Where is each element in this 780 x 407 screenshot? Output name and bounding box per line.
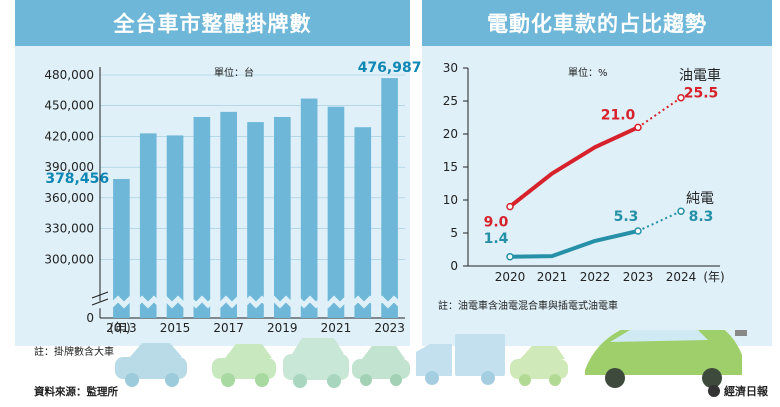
y-tick-label: 480,000 — [44, 68, 94, 82]
axis-break — [86, 295, 402, 309]
x-tick-label: (年) — [703, 270, 724, 284]
data-point — [506, 253, 514, 261]
left-chart-title: 全台車市整體掛牌數 — [15, 0, 410, 46]
bar — [220, 111, 237, 318]
data-point — [677, 93, 685, 102]
bar-value-label: 378,456 — [45, 171, 109, 187]
x-tick-label: 2020 — [495, 270, 526, 284]
data-label: 25.5 — [684, 86, 719, 102]
y-tick-label: 5 — [450, 226, 458, 240]
data-point — [634, 123, 642, 132]
data-label: 5.3 — [614, 209, 639, 225]
series-projection-line — [637, 96, 682, 129]
series-line — [508, 125, 639, 209]
data-point — [634, 227, 642, 235]
bar — [193, 116, 211, 318]
x-tick-label: 2023 — [623, 270, 654, 284]
x-tick-label: 2021 — [321, 321, 352, 335]
data-source: 資料來源：監理所 — [34, 386, 118, 398]
bar-value-label: 476,987 — [358, 60, 422, 76]
x-tick-label: (年) — [109, 321, 130, 335]
x-tick-label: 2019 — [267, 321, 298, 335]
data-label: 9.0 — [484, 215, 509, 231]
data-point — [506, 202, 514, 211]
data-label: 8.3 — [689, 209, 714, 225]
bar — [381, 78, 398, 318]
vehicles-illustration — [115, 330, 747, 388]
car-silhouette-1 — [115, 343, 187, 387]
axis-break-mark — [91, 291, 109, 299]
y-tick-label: 20 — [443, 127, 458, 141]
data-point — [677, 207, 685, 215]
series-name: 純電 — [686, 191, 714, 207]
y-tick-label: 300,000 — [44, 252, 94, 266]
y-tick-label: 25 — [443, 94, 458, 108]
car-silhouette-4 — [352, 346, 410, 386]
series-name: 油電車 — [679, 67, 721, 84]
bar — [247, 122, 264, 318]
axis-break-mark — [91, 298, 109, 306]
y-tick-label: 30 — [443, 61, 458, 75]
bar — [113, 178, 130, 318]
data-label: 1.4 — [484, 231, 509, 247]
right-chart-panel — [422, 46, 772, 346]
y-tick-label: 0 — [450, 259, 458, 273]
x-tick-label: 2015 — [160, 321, 191, 335]
car-silhouette-2 — [212, 344, 276, 387]
y-tick-label: 450,000 — [44, 99, 94, 113]
right-unit-label: 單位：% — [568, 68, 608, 79]
bar — [327, 106, 345, 318]
x-tick-label: 2022 — [580, 270, 611, 284]
car-silhouette-5 — [510, 346, 568, 386]
bar — [166, 135, 184, 318]
y-tick-label: 15 — [443, 160, 458, 174]
y-tick-label: 330,000 — [44, 222, 94, 236]
y-tick-label: 10 — [443, 193, 458, 207]
x-tick-label: 2013 — [106, 321, 137, 335]
x-tick-label: 2017 — [213, 321, 244, 335]
x-tick-label: 2024 — [666, 270, 697, 284]
bar — [300, 98, 318, 318]
y-tick-label: 0 — [86, 311, 94, 325]
left-note: 註：掛牌數含大車 — [34, 347, 114, 358]
data-label: 21.0 — [601, 107, 636, 123]
y-tick-label: 360,000 — [44, 191, 94, 205]
x-tick-label: 2023 — [374, 321, 405, 335]
brand-icon — [708, 385, 720, 397]
right-chart-title: 電動化車款的占比趨勢 — [422, 0, 772, 46]
left-unit-label: 單位：台 — [214, 68, 254, 79]
brand-name: 經濟日報 — [724, 385, 768, 398]
y-tick-label: 390,000 — [44, 160, 94, 174]
truck-silhouette — [416, 334, 505, 385]
right-note: 註：油電車含油電混合車與插電式油電車 — [438, 301, 618, 312]
series-projection-line — [637, 210, 682, 232]
bar — [139, 133, 157, 318]
car-silhouette-3 — [283, 338, 349, 388]
brand-logo: 經濟日報 — [708, 383, 768, 399]
bar — [354, 127, 372, 318]
electric-car-illustration — [585, 330, 747, 388]
y-tick-label: 420,000 — [44, 129, 94, 143]
x-tick-label: 2021 — [537, 270, 568, 284]
series-line — [509, 229, 639, 259]
bar — [274, 116, 291, 318]
